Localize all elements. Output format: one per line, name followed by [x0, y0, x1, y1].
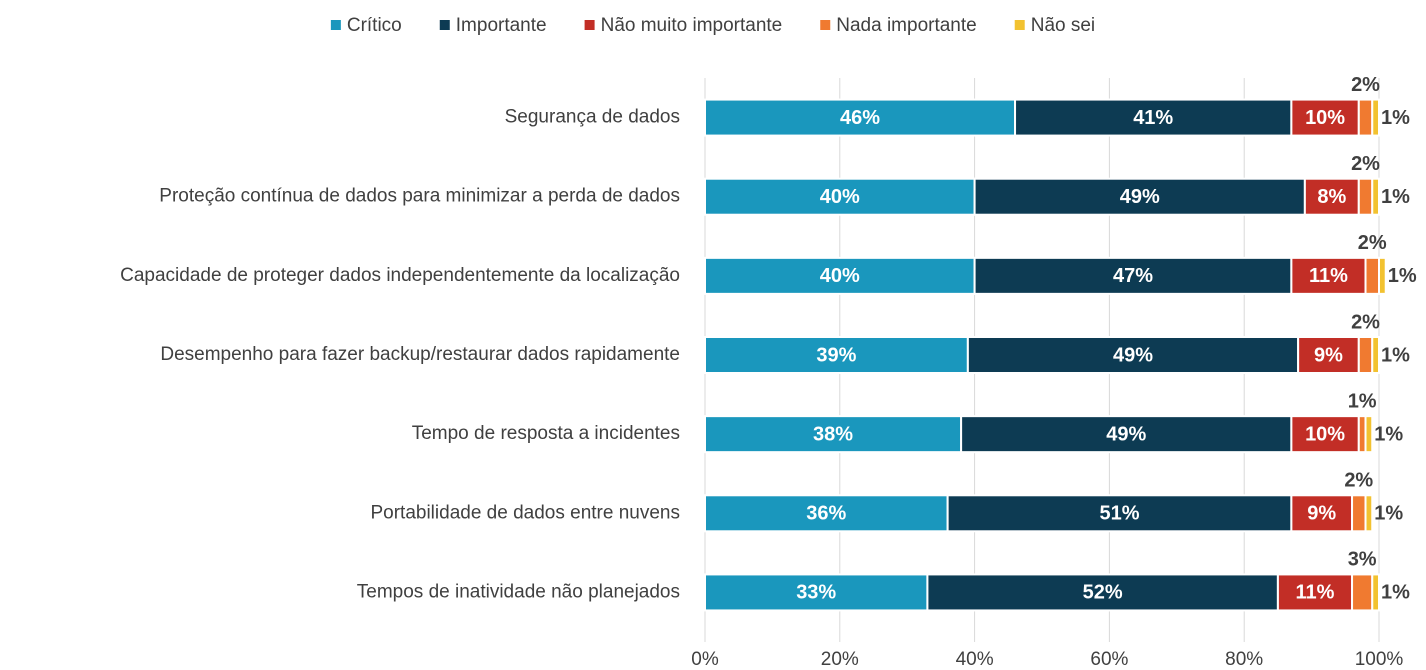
bar-segment	[1297, 336, 1360, 374]
x-tick-label: 20%	[821, 649, 859, 670]
data-label: 11%	[1296, 582, 1335, 604]
data-label: 46%	[840, 107, 880, 129]
bar-segment	[1290, 256, 1367, 295]
data-label: 1%	[1381, 582, 1410, 604]
data-label: 39%	[816, 344, 856, 366]
category-label: Tempos de inatividade não planejados	[357, 581, 680, 602]
bar-segment	[1303, 177, 1360, 216]
legend-swatch	[820, 20, 831, 30]
bar-segment	[1364, 415, 1374, 454]
data-label: 9%	[1307, 503, 1336, 525]
bar-segment	[1357, 415, 1367, 454]
bar-segment	[946, 494, 1293, 533]
bar-segment	[1357, 98, 1374, 137]
bar-segment	[1371, 573, 1381, 612]
bar-segment	[704, 415, 963, 454]
data-label: 2%	[1351, 311, 1380, 333]
data-label: 38%	[813, 423, 853, 445]
legend-swatch	[330, 20, 341, 30]
data-label: 1%	[1374, 503, 1403, 525]
bar-segment	[973, 256, 1293, 295]
category-label: Tempo de resposta a incidentes	[412, 423, 680, 444]
data-label: 1%	[1381, 107, 1410, 129]
bar-segment	[1364, 494, 1374, 533]
legend-swatch	[439, 20, 450, 30]
x-tick-label: 0%	[691, 649, 719, 670]
category-label: Segurança de dados	[505, 107, 680, 128]
data-label: 33%	[796, 582, 836, 604]
data-label: 9%	[1314, 344, 1343, 366]
data-label: 11%	[1309, 265, 1348, 287]
bar-segment	[960, 415, 1293, 454]
data-label: 1%	[1374, 423, 1403, 445]
bar-segment	[966, 336, 1300, 374]
data-label: 1%	[1381, 186, 1410, 208]
legend-label: Não muito importante	[601, 15, 783, 36]
bar-segment	[1351, 573, 1374, 612]
data-label: 49%	[1106, 423, 1146, 445]
data-label: 2%	[1351, 74, 1380, 96]
bar-segment	[704, 336, 969, 374]
data-label: 2%	[1344, 470, 1373, 492]
legend-label: Nada importante	[836, 15, 976, 36]
bar-segment	[1364, 256, 1381, 295]
category-label: Portabilidade de dados entre nuvens	[370, 502, 680, 523]
category-label: Desempenho para fazer backup/restaurar d…	[160, 344, 680, 365]
data-label: 1%	[1388, 265, 1417, 287]
data-label: 8%	[1317, 186, 1346, 208]
bar-segment	[1378, 256, 1387, 295]
x-tick-label: 80%	[1225, 649, 1263, 670]
x-tick-label: 100%	[1355, 649, 1404, 670]
legend: Crítico Importante Não muito importante Nad…	[330, 15, 1095, 36]
data-label: 40%	[820, 265, 860, 287]
data-label: 52%	[1083, 582, 1123, 604]
data-label: 49%	[1120, 186, 1160, 208]
legend-swatch	[584, 20, 595, 30]
x-tick-label: 60%	[1090, 649, 1128, 670]
x-tick-label: 40%	[956, 649, 994, 670]
bar-segment	[1351, 494, 1367, 533]
bar-segment	[1290, 494, 1354, 533]
data-label: 49%	[1113, 344, 1153, 366]
category-label: Proteção contínua de dados para minimiza…	[159, 186, 680, 207]
legend-swatch	[1014, 20, 1025, 30]
legend-label: Crítico	[347, 15, 402, 36]
data-label: 10%	[1305, 107, 1345, 129]
data-label: 51%	[1099, 503, 1139, 525]
bar-segment	[1357, 177, 1374, 216]
data-label: 1%	[1381, 344, 1410, 366]
data-label: 47%	[1113, 265, 1153, 287]
data-label: 40%	[820, 186, 860, 208]
bar-segment	[1371, 98, 1381, 137]
bar-segment	[1371, 336, 1381, 374]
data-label: 10%	[1305, 423, 1345, 445]
bar-segment	[1357, 336, 1374, 374]
data-label: 41%	[1133, 107, 1173, 129]
legend-label: Não sei	[1031, 15, 1095, 36]
data-label: 2%	[1351, 153, 1380, 175]
data-label: 1%	[1348, 390, 1377, 412]
data-label: 3%	[1348, 549, 1377, 571]
bar-segment	[704, 98, 1017, 137]
bar-segment	[704, 256, 976, 295]
bar-segment	[973, 177, 1306, 216]
legend-label: Importante	[456, 15, 547, 36]
data-label: 2%	[1358, 232, 1387, 254]
data-label: 36%	[806, 503, 846, 525]
category-label: Capacidade de proteger dados independent…	[120, 265, 680, 286]
bar-segment	[704, 177, 976, 216]
bar-segment	[1371, 177, 1381, 216]
